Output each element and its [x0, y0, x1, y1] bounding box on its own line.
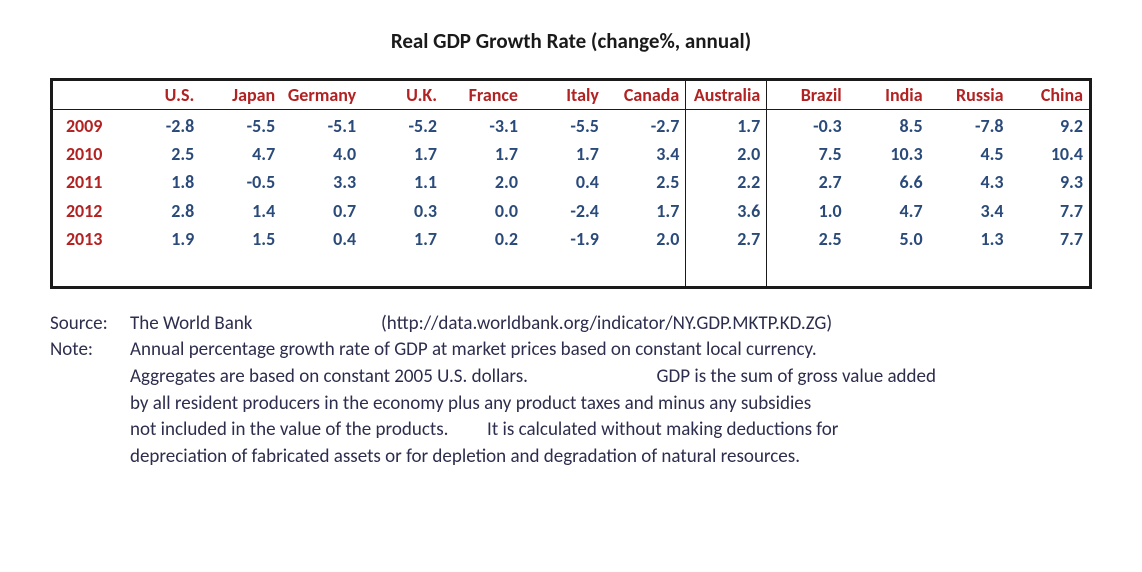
value-cell: 2.5 [119, 140, 200, 168]
value-cell: 0.3 [362, 197, 443, 225]
note-line: not included in the value of the product… [130, 418, 448, 441]
note-line: Annual percentage growth rate of GDP at … [130, 338, 817, 361]
value-cell: -2.8 [119, 112, 200, 140]
value-cell: 1.7 [605, 197, 686, 225]
value-cell: 1.0 [767, 197, 848, 225]
value-cell: 7.7 [1010, 225, 1091, 253]
col-header: Australia [686, 80, 767, 110]
value-cell: 6.6 [848, 168, 929, 196]
col-header: Brazil [767, 80, 848, 110]
value-cell: 0.4 [281, 225, 362, 253]
table-row: 2010 2.5 4.7 4.0 1.7 1.7 1.7 3.4 2.0 7.5… [52, 140, 1091, 168]
col-header: France [443, 80, 524, 110]
note-line: by all resident producers in the economy… [130, 392, 811, 415]
value-cell: 3.6 [686, 197, 767, 225]
value-cell: -5.1 [281, 112, 362, 140]
value-cell: 4.7 [848, 197, 929, 225]
value-cell: 3.3 [281, 168, 362, 196]
value-cell: 1.9 [119, 225, 200, 253]
col-header: Germany [281, 80, 362, 110]
col-header: Italy [524, 80, 605, 110]
value-cell: 4.5 [929, 140, 1010, 168]
year-cell: 2013 [52, 225, 120, 253]
gdp-table: U.S. Japan Germany U.K. France Italy Can… [50, 78, 1092, 289]
col-header: China [1010, 80, 1091, 110]
value-cell: 2.5 [767, 225, 848, 253]
value-cell: 2.5 [605, 168, 686, 196]
value-cell: 10.4 [1010, 140, 1091, 168]
value-cell: 4.3 [929, 168, 1010, 196]
value-cell: 0.2 [443, 225, 524, 253]
source-label: Source: [50, 311, 130, 338]
value-cell: 1.1 [362, 168, 443, 196]
value-cell: 1.7 [362, 225, 443, 253]
value-cell: 1.7 [686, 112, 767, 140]
value-cell: -2.4 [524, 197, 605, 225]
value-cell: 0.7 [281, 197, 362, 225]
value-cell: 10.3 [848, 140, 929, 168]
value-cell: -5.5 [524, 112, 605, 140]
value-cell: 2.0 [443, 168, 524, 196]
value-cell: 3.4 [605, 140, 686, 168]
value-cell: 2.7 [686, 225, 767, 253]
value-cell: -5.2 [362, 112, 443, 140]
value-cell: -0.3 [767, 112, 848, 140]
value-cell: 1.7 [362, 140, 443, 168]
value-cell: -5.5 [200, 112, 281, 140]
value-cell: 2.0 [605, 225, 686, 253]
col-header: U.K. [362, 80, 443, 110]
table-header-row: U.S. Japan Germany U.K. France Italy Can… [52, 80, 1091, 110]
year-cell: 2009 [52, 112, 120, 140]
col-header: Japan [200, 80, 281, 110]
value-cell: 3.4 [929, 197, 1010, 225]
value-cell: 1.3 [929, 225, 1010, 253]
year-cell: 2011 [52, 168, 120, 196]
note-line: depreciation of fabricated assets or for… [130, 445, 800, 468]
year-cell: 2012 [52, 197, 120, 225]
note-line: GDP is the sum of gross value added [657, 365, 936, 388]
value-cell: 4.0 [281, 140, 362, 168]
value-cell: -7.8 [929, 112, 1010, 140]
table-row: 2009 -2.8 -5.5 -5.1 -5.2 -3.1 -5.5 -2.7 … [52, 112, 1091, 140]
source-text: The World Bank [130, 312, 252, 335]
value-cell: 1.7 [443, 140, 524, 168]
note-label: Note: [50, 337, 130, 364]
value-cell: 1.7 [524, 140, 605, 168]
col-header: U.S. [119, 80, 200, 110]
col-header: Canada [605, 80, 686, 110]
notes-block: Source: The World Bank (http://data.worl… [50, 311, 1092, 471]
note-line: Aggregates are based on constant 2005 U.… [130, 365, 528, 388]
value-cell: 2.2 [686, 168, 767, 196]
value-cell: 2.7 [767, 168, 848, 196]
value-cell: 5.0 [848, 225, 929, 253]
col-header: Russia [929, 80, 1010, 110]
value-cell: 0.4 [524, 168, 605, 196]
value-cell: 8.5 [848, 112, 929, 140]
value-cell: 4.7 [200, 140, 281, 168]
value-cell: 0.0 [443, 197, 524, 225]
value-cell: -2.7 [605, 112, 686, 140]
page-title: Real GDP Growth Rate (change%, annual) [50, 28, 1092, 54]
value-cell: 1.5 [200, 225, 281, 253]
value-cell: 1.4 [200, 197, 281, 225]
value-cell: 2.8 [119, 197, 200, 225]
value-cell: 1.8 [119, 168, 200, 196]
col-header: India [848, 80, 929, 110]
value-cell: 7.7 [1010, 197, 1091, 225]
value-cell: -3.1 [443, 112, 524, 140]
value-cell: 9.3 [1010, 168, 1091, 196]
value-cell: 7.5 [767, 140, 848, 168]
value-cell: 9.2 [1010, 112, 1091, 140]
table-row: 2013 1.9 1.5 0.4 1.7 0.2 -1.9 2.0 2.7 2.… [52, 225, 1091, 253]
value-cell: -1.9 [524, 225, 605, 253]
table-row: 2011 1.8 -0.5 3.3 1.1 2.0 0.4 2.5 2.2 2.… [52, 168, 1091, 196]
note-line: It is calculated without making deductio… [487, 418, 838, 441]
table-row: 2012 2.8 1.4 0.7 0.3 0.0 -2.4 1.7 3.6 1.… [52, 197, 1091, 225]
year-cell: 2010 [52, 140, 120, 168]
value-cell: 2.0 [686, 140, 767, 168]
value-cell: -0.5 [200, 168, 281, 196]
source-url: (http://data.worldbank.org/indicator/NY.… [381, 312, 832, 335]
